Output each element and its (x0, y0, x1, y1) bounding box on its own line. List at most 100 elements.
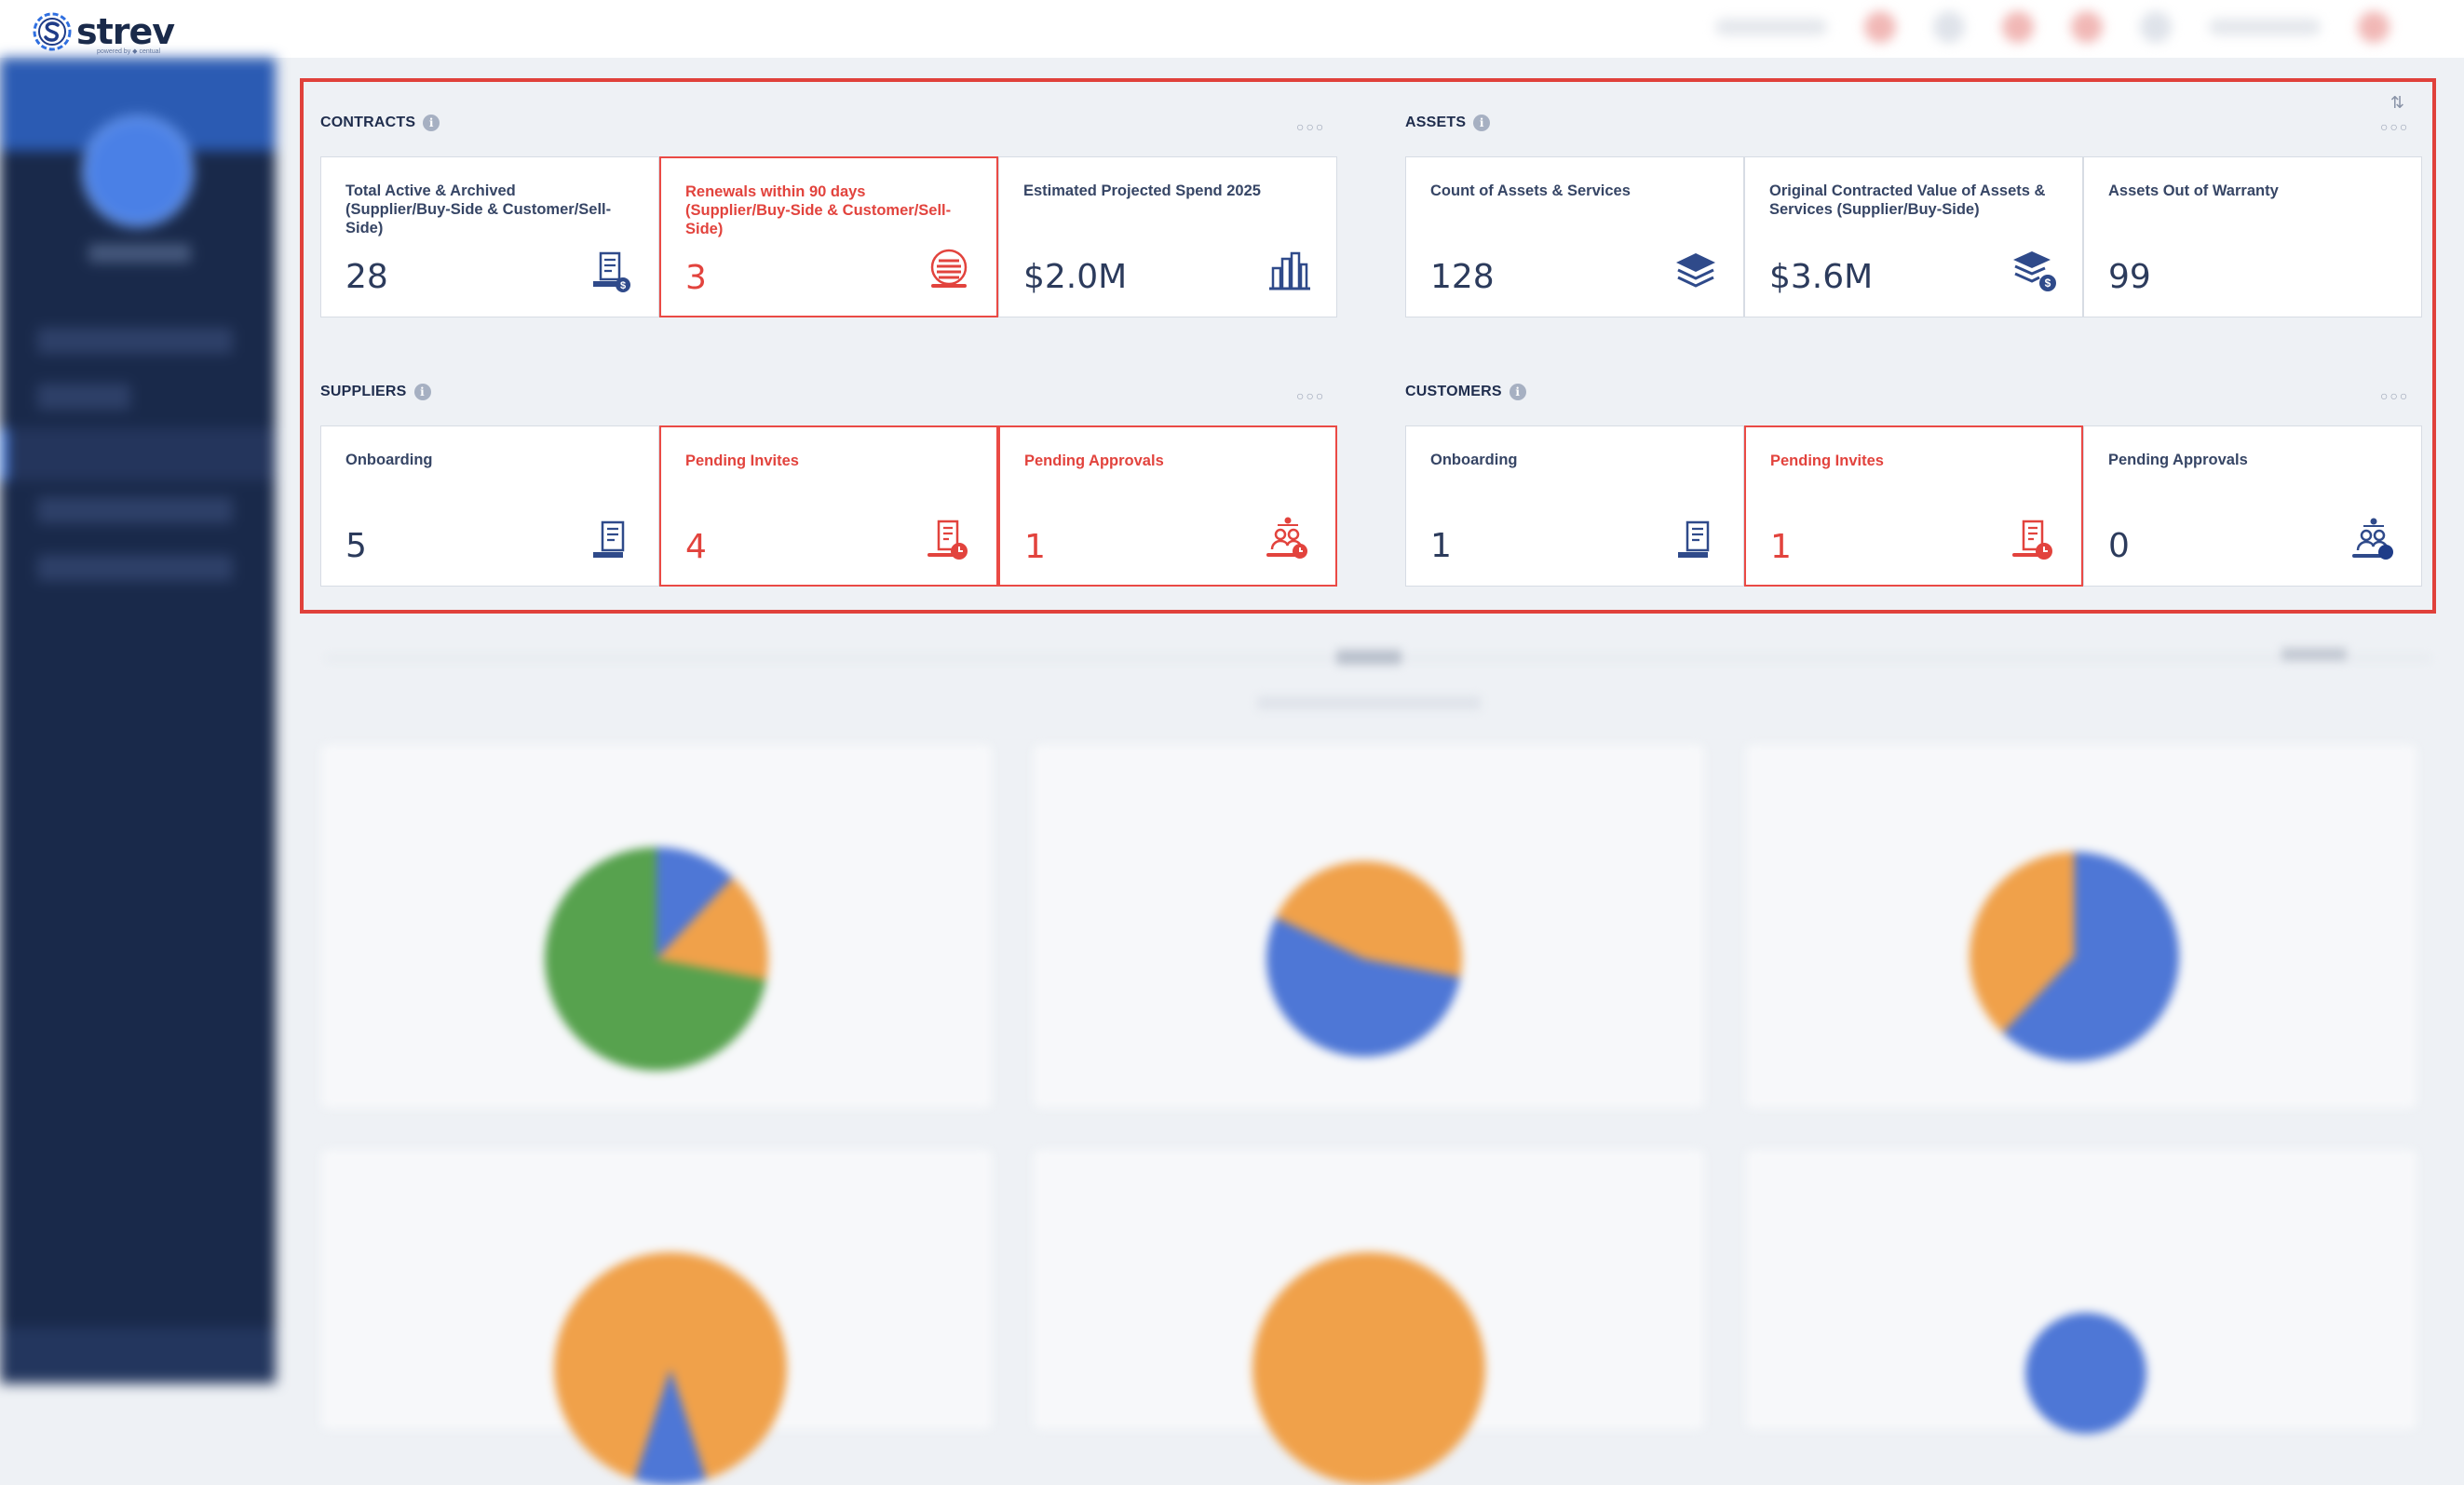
assets-card-contract-value[interactable]: Original Contracted Value of Assets & Se… (1744, 156, 2083, 317)
info-icon[interactable]: i (413, 384, 431, 400)
suppliers-cards: Onboarding 5 Pending Invites 4 Pending A… (320, 425, 1337, 587)
scroll-document-icon (593, 520, 625, 558)
user-avatar[interactable] (2358, 11, 2390, 43)
user-name-placeholder (2209, 19, 2321, 35)
building-chart-icon (1269, 251, 1310, 290)
more-options-icon[interactable]: ○○○ (1296, 119, 1326, 134)
strev-logo-mark-icon (33, 12, 72, 51)
document-clock-icon (927, 520, 968, 560)
card-label: Assets Out of Warranty (2108, 182, 2279, 199)
assets-section-title: ASSETS i (1405, 115, 1491, 131)
sidebar-item[interactable] (37, 328, 233, 354)
charts-hint-blurred (1257, 696, 1481, 709)
strev-logo[interactable]: strev powered by ◆ centual (32, 9, 175, 55)
sidebar-item[interactable] (37, 555, 233, 581)
pie-chart-blurred (2025, 1313, 2146, 1434)
contracts-card-projected-spend[interactable]: Estimated Projected Spend 2025 $2.0M (998, 156, 1337, 317)
card-value: 0 (2108, 527, 2130, 565)
help-icon[interactable] (1933, 11, 1965, 43)
top-bar: strev powered by ◆ centual (0, 0, 2464, 58)
charts-region-blurred (298, 633, 2440, 1485)
info-icon[interactable]: i (1473, 115, 1491, 131)
card-label: Onboarding (1430, 452, 1518, 468)
sidebar-avatar[interactable] (82, 115, 194, 227)
customers-card-pending-approvals[interactable]: Pending Approvals 0 (2083, 425, 2422, 587)
chart-card (1034, 1150, 1704, 1485)
card-value: $2.0M (1023, 258, 1128, 296)
card-value: 4 (685, 528, 707, 566)
contracts-title: CONTRACTS (320, 115, 416, 130)
collapse-control-blurred[interactable] (2281, 648, 2347, 661)
sidebar-footer[interactable] (0, 1328, 276, 1384)
suppliers-card-onboarding[interactable]: Onboarding 5 (320, 425, 659, 587)
contracts-section-title: CONTRACTS i (320, 115, 440, 131)
card-value: $3.6M (1769, 258, 1874, 296)
pie-chart-blurred (1266, 861, 1462, 1057)
brand-name: strev (76, 11, 175, 52)
renewal-stack-icon (930, 249, 968, 288)
assets-cards: Count of Assets & Services 128 Original … (1405, 156, 2422, 317)
assets-title: ASSETS (1405, 115, 1467, 130)
layers-icon (1676, 253, 1715, 288)
card-label: Pending Approvals (1024, 452, 1164, 469)
contracts-card-total[interactable]: Total Active & Archived (Supplier/Buy-Si… (320, 156, 659, 317)
pie-chart-blurred (1970, 852, 2179, 1061)
assets-card-count[interactable]: Count of Assets & Services 128 (1405, 156, 1744, 317)
sort-arrows-icon[interactable]: ⇅ (2390, 93, 2404, 112)
customers-card-pending-invites[interactable]: Pending Invites 1 (1744, 425, 2083, 587)
card-value: 28 (345, 258, 388, 296)
info-icon[interactable]: i (1509, 384, 1526, 400)
suppliers-title: SUPPLIERS (320, 384, 407, 399)
chart-card (1746, 745, 2417, 1108)
svg-text:$: $ (2045, 277, 2051, 290)
pie-chart-blurred (545, 847, 768, 1071)
card-label: Renewals within 90 days (Supplier/Buy-Si… (685, 183, 952, 237)
contracts-cards: Total Active & Archived (Supplier/Buy-Si… (320, 156, 1337, 317)
contracts-card-renewals[interactable]: Renewals within 90 days (Supplier/Buy-Si… (659, 156, 998, 317)
card-value: 1 (1430, 527, 1452, 565)
scroll-document-icon (1678, 520, 1710, 558)
card-label: Onboarding (345, 452, 433, 468)
contract-dollar-icon: $ (593, 251, 630, 292)
pie-chart-blurred (554, 1252, 787, 1485)
suppliers-card-pending-invites[interactable]: Pending Invites 4 (659, 425, 998, 587)
card-label: Pending Invites (685, 452, 799, 469)
chart-card (1746, 1150, 2417, 1434)
alert-icon[interactable] (2002, 11, 2034, 43)
pie-chart-blurred (1252, 1252, 1485, 1485)
dashboard-summary-highlight: ⇅ CONTRACTS i ○○○ Total Active & Archive… (300, 78, 2436, 614)
document-clock-icon (2012, 520, 2052, 560)
sidebar (0, 58, 276, 1384)
chart-card (321, 1150, 992, 1485)
card-label: Original Contracted Value of Assets & Se… (1769, 182, 2046, 218)
more-options-icon[interactable]: ○○○ (1296, 388, 1326, 403)
card-value: 5 (345, 527, 367, 565)
more-options-icon[interactable]: ○○○ (2380, 119, 2410, 134)
suppliers-card-pending-approvals[interactable]: Pending Approvals 1 (998, 425, 1337, 587)
card-value: 1 (1024, 528, 1046, 566)
assets-card-out-of-warranty[interactable]: Assets Out of Warranty 99 (2083, 156, 2422, 317)
sidebar-item[interactable] (37, 497, 233, 523)
more-options-icon[interactable]: ○○○ (2380, 388, 2410, 403)
chart-card (321, 745, 992, 1108)
customers-section-title: CUSTOMERS i (1405, 384, 1526, 400)
layers-dollar-icon: $ (2013, 251, 2056, 291)
settings-icon[interactable] (2140, 11, 2172, 43)
customers-cards: Onboarding 1 Pending Invites 1 Pending A… (1405, 425, 2422, 587)
top-search-placeholder[interactable] (1715, 19, 1827, 35)
top-right-controls (1715, 11, 2390, 43)
customers-card-onboarding[interactable]: Onboarding 1 (1405, 425, 1744, 587)
notification-icon[interactable] (1864, 11, 1896, 43)
card-label: Estimated Projected Spend 2025 (1023, 182, 1261, 199)
card-value: 1 (1770, 528, 1792, 566)
sidebar-item[interactable] (37, 384, 130, 410)
task-icon[interactable] (2071, 11, 2103, 43)
sidebar-item-active[interactable] (0, 428, 276, 480)
powered-by-text: powered by ◆ centual (97, 48, 161, 55)
people-status-icon (2352, 518, 2393, 560)
card-label: Pending Approvals (2108, 452, 2248, 468)
info-icon[interactable]: i (423, 115, 440, 131)
chart-card (1034, 745, 1704, 1108)
card-value: 99 (2108, 258, 2151, 296)
customers-title: CUSTOMERS (1405, 384, 1502, 399)
